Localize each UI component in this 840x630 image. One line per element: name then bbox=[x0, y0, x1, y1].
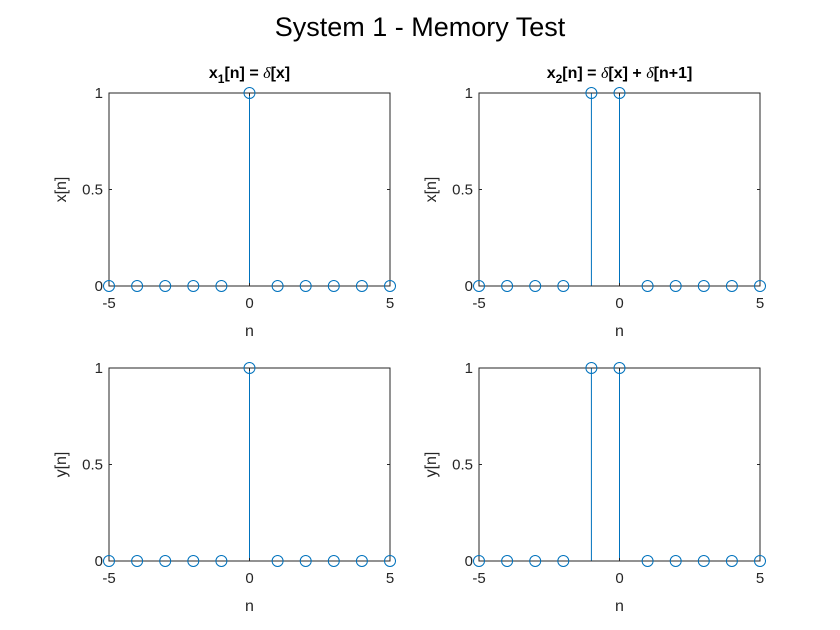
subplot-title: x2[n] = δ[x] + δ[n+1] bbox=[547, 65, 693, 86]
y-axis-label: y[n] bbox=[423, 452, 440, 478]
y-axis-label: x[n] bbox=[53, 177, 70, 203]
data-point bbox=[725, 280, 738, 292]
data-point bbox=[243, 87, 256, 99]
data-point bbox=[131, 555, 144, 567]
data-point bbox=[754, 555, 766, 567]
data-point bbox=[725, 555, 738, 567]
data-point bbox=[641, 555, 654, 567]
data-point bbox=[585, 362, 598, 374]
data-point bbox=[215, 555, 228, 567]
data-point bbox=[355, 555, 368, 567]
data-point bbox=[697, 280, 710, 292]
x-tick-label: -5 bbox=[102, 295, 115, 312]
data-point bbox=[215, 280, 228, 292]
data-point bbox=[327, 280, 340, 292]
x-axis-label: n bbox=[615, 598, 624, 615]
data-point bbox=[473, 280, 485, 292]
x-tick-label: 5 bbox=[386, 295, 394, 312]
y-tick-label: 1 bbox=[465, 360, 473, 377]
y-tick-label: 0.5 bbox=[452, 182, 473, 199]
data-point bbox=[641, 280, 654, 292]
data-point bbox=[159, 280, 172, 292]
x-tick-label: 0 bbox=[615, 295, 623, 312]
data-point bbox=[299, 555, 312, 567]
data-point bbox=[613, 87, 626, 99]
data-point bbox=[243, 362, 256, 374]
x-axis-label: n bbox=[245, 598, 254, 615]
data-point bbox=[299, 280, 312, 292]
data-point bbox=[697, 555, 710, 567]
data-point bbox=[271, 555, 284, 567]
y-tick-label: 1 bbox=[95, 85, 103, 102]
y-tick-label: 0.5 bbox=[82, 182, 103, 199]
data-point bbox=[384, 555, 396, 567]
y-tick-label: 0.5 bbox=[82, 457, 103, 474]
y-tick-label: 0.5 bbox=[452, 457, 473, 474]
subplot-title: x1[n] = δ[x] bbox=[209, 65, 290, 86]
data-point bbox=[529, 280, 542, 292]
y-tick-label: 1 bbox=[95, 360, 103, 377]
data-point bbox=[159, 555, 172, 567]
x-tick-label: 5 bbox=[756, 570, 764, 587]
data-point bbox=[103, 555, 115, 567]
data-point bbox=[585, 87, 598, 99]
data-point bbox=[557, 280, 570, 292]
y-axis-label: x[n] bbox=[423, 177, 440, 203]
x-tick-label: 0 bbox=[615, 570, 623, 587]
data-point bbox=[384, 280, 396, 292]
data-point bbox=[613, 362, 626, 374]
data-point bbox=[327, 555, 340, 567]
x-axis-label: n bbox=[615, 323, 624, 340]
data-point bbox=[501, 280, 514, 292]
y-tick-label: 1 bbox=[465, 85, 473, 102]
data-point bbox=[754, 280, 766, 292]
figure-title: System 1 - Memory Test bbox=[274, 12, 566, 42]
x-tick-label: -5 bbox=[102, 570, 115, 587]
y-axis-label: y[n] bbox=[53, 452, 70, 478]
data-point bbox=[557, 555, 570, 567]
data-point bbox=[669, 280, 682, 292]
x-tick-label: -5 bbox=[472, 295, 485, 312]
data-point bbox=[473, 555, 485, 567]
x-tick-label: 5 bbox=[386, 570, 394, 587]
data-point bbox=[669, 555, 682, 567]
y-tick-label: 0 bbox=[465, 278, 473, 295]
data-point bbox=[103, 280, 115, 292]
x-axis-label: n bbox=[245, 323, 254, 340]
y-tick-label: 0 bbox=[465, 553, 473, 570]
x-tick-label: 5 bbox=[756, 295, 764, 312]
data-point bbox=[501, 555, 514, 567]
data-point bbox=[187, 280, 200, 292]
data-point bbox=[271, 280, 284, 292]
data-point bbox=[355, 280, 368, 292]
y-tick-label: 0 bbox=[95, 278, 103, 295]
x-tick-label: 0 bbox=[245, 570, 253, 587]
y-tick-label: 0 bbox=[95, 553, 103, 570]
data-point bbox=[131, 280, 144, 292]
data-point bbox=[529, 555, 542, 567]
x-tick-label: -5 bbox=[472, 570, 485, 587]
data-point bbox=[187, 555, 200, 567]
x-tick-label: 0 bbox=[245, 295, 253, 312]
